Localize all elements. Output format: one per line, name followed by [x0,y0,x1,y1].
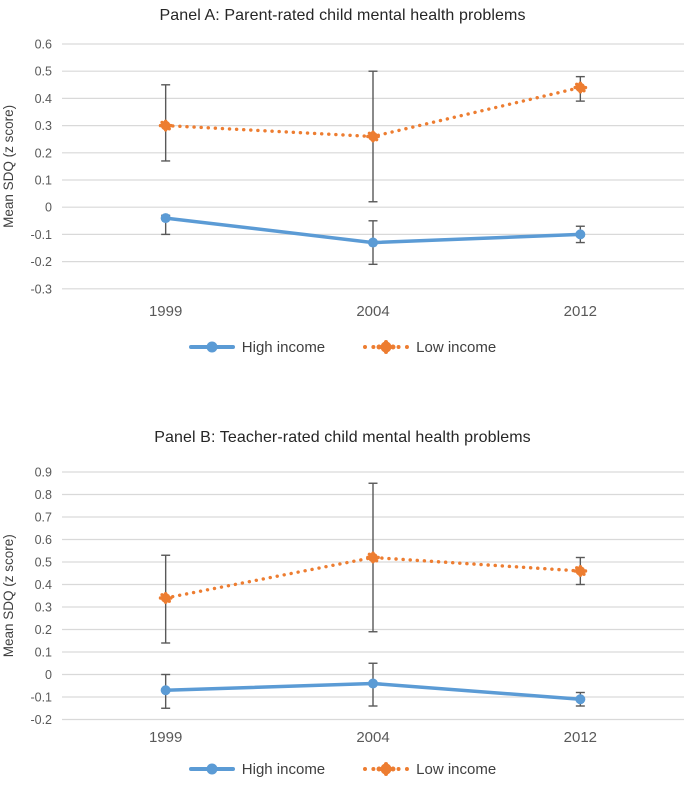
y-tick-label: -0.1 [30,691,52,705]
y-tick-label: 0.2 [35,146,52,160]
panel-a-legend: High income Low income [0,335,685,359]
data-point-marker [160,685,171,696]
y-tick-label: -0.2 [30,713,52,727]
data-point-marker-dot [160,120,164,125]
y-tick-label: 0.4 [35,92,52,106]
y-axis-title: Mean SDQ (z score) [1,105,16,228]
data-point-marker-dot [167,127,171,131]
data-point-marker-dot [374,137,379,142]
y-tick-label: 0 [45,668,52,682]
panel-b: Panel B: Teacher-rated child mental heal… [0,394,685,788]
legend-label-low-income: Low income [416,760,497,778]
data-point-marker-dot [371,560,375,564]
panel-a: Panel A: Parent-rated child mental healt… [0,7,685,359]
legend-label-high-income: High income [241,338,326,356]
data-point-marker-dot [160,593,164,597]
high-income-line-sample-icon [188,341,235,353]
data-point-marker-dot [578,90,583,94]
data-point-marker-dot [374,559,379,563]
data-point-marker-dot [573,85,577,90]
y-tick-label: 0.5 [35,556,52,570]
low-income-line-sample-icon [363,341,410,353]
data-point-marker-dot [575,82,579,87]
data-point-marker-dot [158,596,163,600]
data-point-marker-dot [366,134,370,139]
y-tick-label: -0.2 [30,255,52,269]
high-income-line-sample-icon [188,763,235,775]
legend-item-high-income: High income [188,338,326,356]
data-point-marker-dot [367,131,372,135]
panel-a-plot-area: 0.6 0.5 0.4 0.3 0.2 0.1 0 -0.1 -0.2 -0.3 Mean SDQ … [1,38,684,320]
x-tick-label: 2012 [564,303,597,320]
low-income-line-sample-icon [363,763,410,775]
data-point-marker-dot [163,592,168,596]
data-point-marker-dot [578,81,583,85]
data-point-marker-dot [167,599,171,603]
y-tick-label: 0.5 [35,65,52,79]
data-point-marker-dot [169,123,173,128]
data-point-marker-dot [169,596,173,600]
data-point-marker-dot [163,600,168,604]
data-point-marker-dot [575,566,579,570]
legend-item-low-income: Low income [363,339,496,356]
data-point-marker [368,237,378,248]
data-point-marker [160,213,171,224]
y-tick-label: 0.9 [35,466,52,480]
panel-a-title: Panel A: Parent-rated child mental healt… [159,7,526,24]
y-tick-label: 0.7 [35,511,52,525]
legend-item-high-income: High income [188,760,326,778]
data-point-marker-dot [371,130,375,134]
y-tick-label: 0.2 [35,623,52,637]
y-tick-label: 0.6 [35,533,52,547]
data-point-marker-dot [578,565,583,569]
x-tick-label: 1999 [149,729,182,746]
data-point-marker-dot [367,552,372,556]
low-income-marker-icon [380,341,392,353]
high-income-marker-icon [206,341,218,353]
y-tick-label: 0.1 [35,174,52,188]
y-tick-label: 0.8 [35,488,52,502]
data-point-marker-dot [376,555,380,560]
y-tick-label: 0.6 [35,38,52,52]
data-point-marker [368,678,378,689]
low-income-marker-icon [380,763,392,775]
series-line-low-income [163,555,583,600]
data-point-marker-dot [583,569,588,573]
data-point-marker-dot [366,555,370,560]
legend-label-low-income: Low income [416,338,497,356]
y-tick-label: 0 [45,201,52,215]
x-tick-label: 2012 [564,729,597,746]
y-tick-label: 0.4 [35,578,52,592]
data-point-marker-dot [163,128,168,132]
y-tick-label: 0.3 [35,119,52,133]
y-tick-label: -0.3 [30,282,52,296]
data-point-marker-dot [582,89,586,93]
y-tick-label: -0.1 [30,228,52,242]
y-tick-label: 0.1 [35,646,52,660]
data-point-marker-dot [376,134,380,139]
panel-b-title: Panel B: Teacher-rated child mental heal… [154,429,531,446]
legend-item-low-income: Low income [363,761,496,778]
data-point-marker-dot [158,123,163,128]
data-point-marker-dot [583,85,588,90]
data-point-marker-dot [371,551,375,555]
x-tick-label: 2004 [356,303,389,320]
y-tick-label: 0.3 [35,601,52,615]
high-income-marker-icon [206,763,218,775]
x-tick-label: 2004 [356,729,389,746]
panel-b-plot-area: 0.9 0.8 0.7 0.6 0.5 0.4 0.3 0.2 0.1 0 -0.1 -0.2 Mean… [1,466,684,746]
legend-label-high-income: High income [241,760,326,778]
data-point-marker-dot [371,139,375,143]
panel-b-legend: High income Low income [0,757,685,781]
data-point-marker-dot [578,573,583,577]
data-point-marker [575,229,586,240]
data-point-marker-dot [573,569,577,573]
data-point-marker-dot [163,119,168,124]
data-point-marker-dot [582,572,586,576]
y-axis-title: Mean SDQ (z score) [1,534,16,657]
x-tick-label: 1999 [149,303,182,320]
data-point-marker [575,694,586,705]
